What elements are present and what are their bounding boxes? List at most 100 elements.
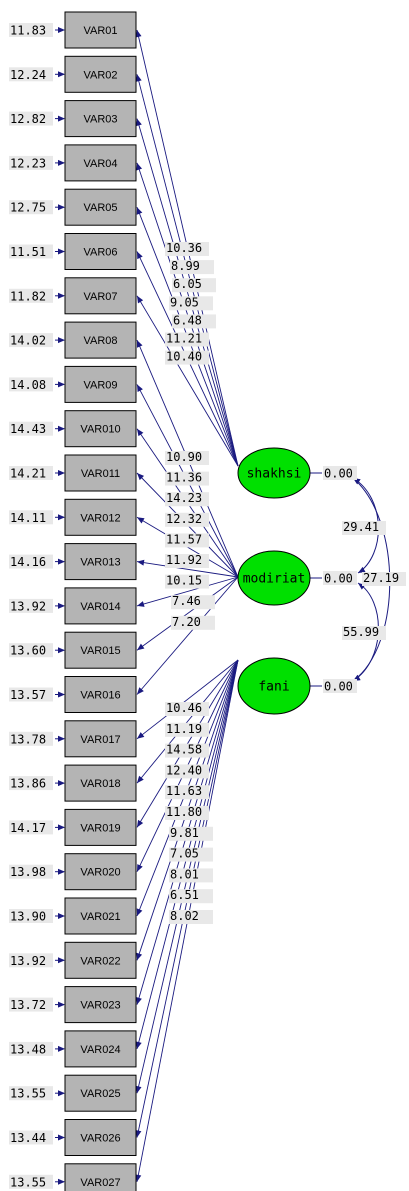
latent-name: fani [258,680,289,695]
loading-label-bg [165,242,209,256]
loading-label-bg [169,826,213,841]
indicator-box [64,808,137,846]
loading-path [136,576,239,607]
loading-arrowhead [135,1041,142,1049]
indicator-box [64,100,137,138]
loading-label-bg [169,296,213,311]
error-variance-label: 14.17 [10,821,46,835]
error-arrowhead [58,292,65,299]
indicator-box [64,543,137,581]
error-label-bg [9,1041,53,1056]
error-variance-label: 13.48 [10,1042,46,1056]
indicator-label: VAR08 [83,335,117,347]
error-arrowhead [58,735,65,742]
error-variance-label: 13.44 [10,1131,46,1145]
error-variance-label: 14.43 [10,422,46,436]
error-variance-label: 13.78 [10,732,46,746]
error-label-bg [9,1174,53,1189]
indicator-box [64,986,137,1024]
error-variance-label: 14.08 [10,378,46,392]
latent-variance-label: 0.00 [324,572,353,586]
error-arrowhead [58,470,65,476]
loading-arrowhead [137,819,144,828]
loading-label: 7.46 [172,594,201,608]
error-arrowhead [58,1090,65,1097]
indicator-box [64,1119,137,1156]
loading-label-bg [171,615,215,630]
loading-label: 11.92 [166,553,202,567]
error-label-bg [9,155,53,170]
latent-variance-label: 0.00 [324,680,353,694]
loading-arrowhead [137,473,145,481]
indicator-box [64,498,137,536]
loading-label-bg [165,471,209,486]
loading-label: 10.36 [166,241,202,255]
error-variance-label: 12.82 [10,112,46,126]
error-arrowhead [58,425,65,432]
loading-arrowhead [136,118,142,127]
indicator-label: VAR016 [80,690,120,702]
loading-label: 8.01 [170,867,199,881]
loading-arrowhead [137,643,145,651]
loading-label: 10.90 [166,450,202,464]
indicator-label: VAR015 [80,645,120,657]
covariance-label-bg [362,572,406,586]
error-variance-label: 14.16 [10,555,46,569]
loading-arrowhead [137,517,145,524]
indicator-box [64,277,137,315]
error-label-bg [9,67,53,82]
loading-path [136,659,239,740]
error-label-bg [9,554,53,569]
loading-label-bg [165,702,209,716]
loading-arrowhead [135,1130,142,1138]
loading-path [136,118,239,467]
loading-path [136,576,239,651]
latent-variance-bg [323,571,357,585]
loading-label-bg [165,350,209,365]
error-arrowhead [58,159,65,166]
latent-name: modiriat [243,572,306,587]
indicator-box [64,365,137,403]
error-variance-label: 12.75 [10,201,46,215]
loading-arrowhead [137,687,144,695]
error-variance-label: 13.60 [10,644,46,658]
error-label-bg [9,466,53,480]
error-arrowhead [58,868,65,875]
latent-ellipse [237,447,311,499]
error-variance-label: 12.23 [10,156,46,170]
loading-label: 9.81 [170,826,199,840]
loading-label: 10.15 [166,574,202,588]
indicator-label: VAR04 [83,158,117,170]
loading-label-bg [169,847,213,862]
loading-label: 9.05 [170,295,199,309]
loading-label-bg [169,868,213,883]
loading-label: 14.23 [166,491,202,505]
loading-label: 11.21 [166,332,202,346]
indicator-label: VAR025 [80,1088,120,1100]
loading-label-bg [169,910,213,924]
loading-label: 7.05 [170,847,199,861]
indicator-box [64,11,137,49]
indicator-label: VAR027 [80,1177,120,1189]
loading-arrowhead [136,207,143,215]
error-arrowhead [58,824,65,831]
loading-label-bg [165,554,209,568]
loading-label: 11.19 [166,722,202,736]
covariance-label: 27.19 [363,571,399,585]
loading-arrowhead [137,251,143,260]
loading-arrowhead [137,559,145,566]
loading-label: 12.32 [166,512,202,526]
error-arrowhead [58,558,65,565]
error-variance-label: 13.92 [10,599,46,613]
error-label-bg [9,687,53,702]
error-arrowhead [58,1045,65,1052]
loading-label-bg [165,806,209,820]
error-label-bg [9,953,53,968]
error-label-bg [9,1130,53,1145]
loading-label: 7.20 [172,615,201,629]
loading-arrowhead [137,864,143,872]
error-variance-label: 13.55 [10,1175,46,1189]
loading-label-bg [169,889,213,904]
loading-label: 10.40 [166,350,202,364]
indicator-label: VAR06 [83,247,117,259]
